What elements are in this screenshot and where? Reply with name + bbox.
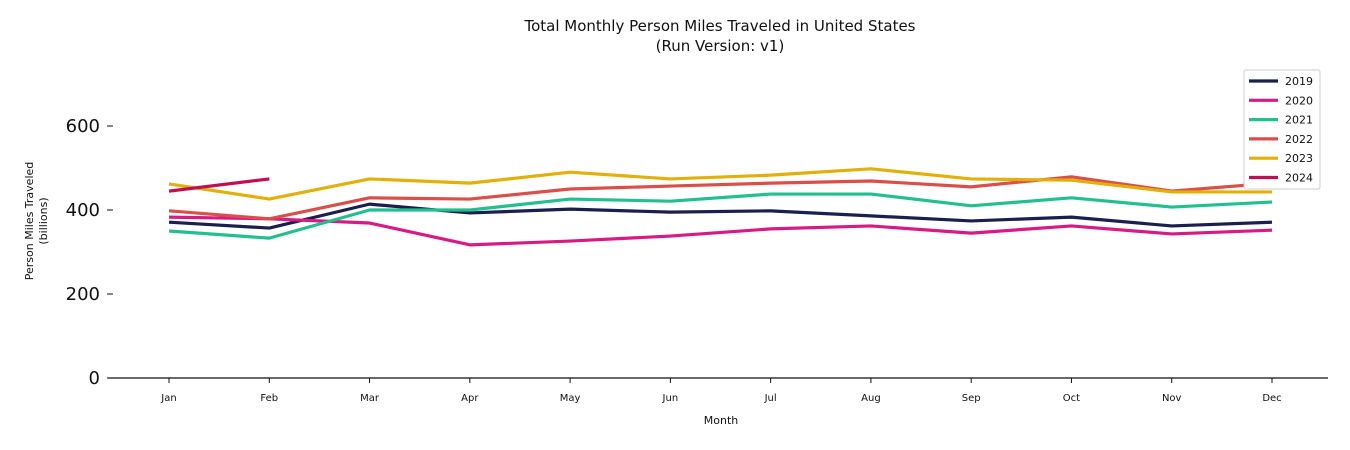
legend-label: 2022 <box>1285 133 1313 146</box>
series-line-2021 <box>168 192 1273 240</box>
x-tick-label: Dec <box>1262 393 1281 404</box>
y-axis-label: Person Miles Traveled <box>23 162 36 281</box>
series-line-2022 <box>168 175 1273 221</box>
x-tick-label: Nov <box>1162 393 1182 404</box>
x-tick-label: Sep <box>962 393 981 404</box>
legend-label: 2023 <box>1285 152 1313 165</box>
series-line-2019 <box>168 202 1273 230</box>
legend-label: 2020 <box>1285 94 1313 107</box>
x-tick-label: Feb <box>260 393 278 404</box>
x-tick-label: Jan <box>160 393 176 404</box>
series-line-2023 <box>168 167 1272 201</box>
x-tick-label: Oct <box>1063 393 1080 404</box>
y-tick-label: 0 <box>89 368 100 389</box>
x-tick-label: Mar <box>360 393 380 404</box>
x-tick-label: Apr <box>461 393 479 404</box>
series-line-2020 <box>168 215 1273 247</box>
chart-subtitle: (Run Version: v1) <box>656 37 785 55</box>
y-tick-label: 400 <box>66 200 100 221</box>
series-line-2024 <box>168 177 270 193</box>
y-tick-label: 600 <box>66 116 100 137</box>
x-tick-label: Jun <box>662 393 679 404</box>
x-axis-label: Month <box>704 414 739 427</box>
legend-label: 2024 <box>1285 172 1313 185</box>
legend: 2019 2020 2021 2022 2023 2024 <box>1243 69 1321 190</box>
y-axis-unit: (billions) <box>37 197 50 244</box>
legend-label: 2021 <box>1285 114 1313 127</box>
legend-label: 2019 <box>1285 75 1313 88</box>
x-tick-label: May <box>560 393 581 404</box>
chart-title: Total Monthly Person Miles Traveled in U… <box>523 17 915 35</box>
x-tick-label: Jul <box>764 393 777 404</box>
x-tick-label: Aug <box>861 393 881 404</box>
y-tick-label: 200 <box>66 284 100 305</box>
